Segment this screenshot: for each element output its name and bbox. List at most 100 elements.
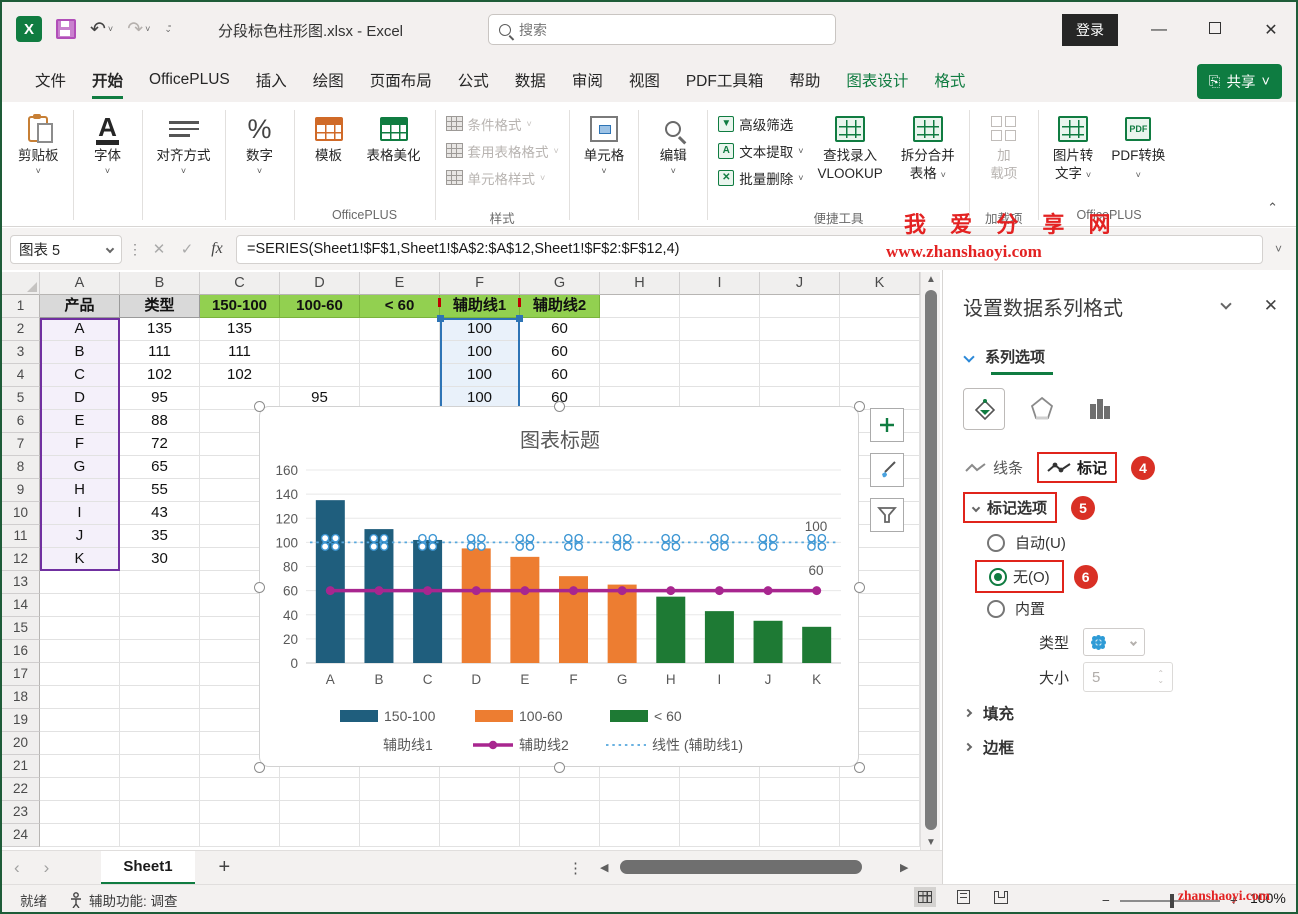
ribbon-tab-图表设计[interactable]: 图表设计: [846, 73, 909, 90]
row-header-24[interactable]: 24: [2, 824, 40, 847]
formula-input[interactable]: =SERIES(Sheet1!$F$1,Sheet1!$A$2:$A$12,Sh…: [236, 234, 1263, 264]
cell-A6[interactable]: E: [40, 410, 120, 433]
cell-A7[interactable]: F: [40, 433, 120, 456]
cell-D1[interactable]: 100-60: [280, 295, 360, 318]
row-header-17[interactable]: 17: [2, 663, 40, 686]
cell-E23[interactable]: [360, 801, 440, 824]
row-header-14[interactable]: 14: [2, 594, 40, 617]
chart[interactable]: 图表标题 0 20 40 60 80 100 120 140 160 A B C D E F G H I J K 100 6…: [259, 406, 859, 767]
cell-F3[interactable]: 100: [440, 341, 520, 364]
column-header-H[interactable]: H: [600, 272, 680, 295]
cell-C23[interactable]: [200, 801, 280, 824]
ribbon-tab-文件[interactable]: 文件: [35, 73, 67, 90]
zoom-slider[interactable]: [1119, 893, 1220, 908]
row-header-12[interactable]: 12: [2, 548, 40, 571]
cell-C2[interactable]: 135: [200, 318, 280, 341]
advanced-filter-button[interactable]: ▼ 高级筛选: [714, 110, 807, 137]
cell-F5[interactable]: 100: [440, 387, 520, 410]
chart-elements-button[interactable]: [870, 408, 904, 442]
cell-A21[interactable]: [40, 755, 120, 778]
scroll-left-icon[interactable]: ◀: [600, 862, 609, 874]
cell-D4[interactable]: [280, 364, 360, 387]
chart-legend[interactable]: 150-100 100-60 < 60 辅助线1 辅助线2 线性 (辅助线1): [340, 708, 743, 753]
cell-K19[interactable]: [840, 709, 920, 732]
ribbon-tab-页面布局[interactable]: 页面布局: [369, 73, 432, 90]
cell-A9[interactable]: H: [40, 479, 120, 502]
cell-A15[interactable]: [40, 617, 120, 640]
cell-K20[interactable]: [840, 732, 920, 755]
row-header-18[interactable]: 18: [2, 686, 40, 709]
name-box[interactable]: 图表 5: [10, 234, 122, 264]
chart-selection-handle[interactable]: [254, 582, 265, 593]
cell-B10[interactable]: 43: [120, 502, 200, 525]
cell-K4[interactable]: [840, 364, 920, 387]
marker-options-header[interactable]: 标记选项: [963, 492, 1058, 523]
cell-I24[interactable]: [680, 824, 760, 847]
row-header-5[interactable]: 5: [2, 387, 40, 410]
cell-G3[interactable]: 60: [520, 341, 600, 364]
font-button[interactable]: A 字体 ˅: [94, 111, 121, 177]
cell-E4[interactable]: [360, 364, 440, 387]
save-icon[interactable]: [56, 19, 76, 39]
cell-F22[interactable]: [440, 778, 520, 801]
cell-G1[interactable]: 辅助线2: [520, 295, 600, 318]
row-header-11[interactable]: 11: [2, 525, 40, 548]
marker-builtin-option[interactable]: 内置: [987, 598, 1045, 619]
quick-access-overflow-icon[interactable]: ⌄̄: [164, 23, 172, 34]
cell-B11[interactable]: 35: [120, 525, 200, 548]
cell-K24[interactable]: [840, 824, 920, 847]
enter-formula-icon[interactable]: ✓: [180, 241, 194, 258]
cell-H24[interactable]: [600, 824, 680, 847]
page-break-view-button[interactable]: [990, 887, 1012, 907]
share-button[interactable]: ⎘ 共享 ˅: [1196, 64, 1282, 99]
cell-styles-button[interactable]: 单元格样式 ˅: [442, 164, 563, 191]
undo-button[interactable]: ↶ ˅: [90, 18, 114, 40]
cell-B9[interactable]: 55: [120, 479, 200, 502]
cell-C1[interactable]: 150-100: [200, 295, 280, 318]
alignment-button[interactable]: 对齐方式 ˅: [149, 106, 219, 177]
cell-H2[interactable]: [600, 318, 680, 341]
minimize-button[interactable]: —: [1151, 21, 1167, 38]
row-header-8[interactable]: 8: [2, 456, 40, 479]
expand-formula-bar-icon[interactable]: ˅: [1274, 242, 1282, 256]
cell-A12[interactable]: K: [40, 548, 120, 571]
cell-B17[interactable]: [120, 663, 200, 686]
cell-F1[interactable]: 辅助线1: [440, 295, 520, 318]
cell-E2[interactable]: [360, 318, 440, 341]
cell-G2[interactable]: 60: [520, 318, 600, 341]
cell-J3[interactable]: [760, 341, 840, 364]
bar-series[interactable]: [315, 500, 832, 663]
format-as-table-button[interactable]: 套用表格格式 ˅: [442, 137, 563, 164]
cell-D3[interactable]: [280, 341, 360, 364]
cell-A8[interactable]: G: [40, 456, 120, 479]
cell-B5[interactable]: 95: [120, 387, 200, 410]
cells-button[interactable]: 单元格 ˅: [576, 106, 633, 177]
image-to-text-button[interactable]: 图片转 文字 ˅: [1045, 106, 1102, 183]
table-beautify-button[interactable]: 表格美化: [359, 106, 429, 165]
ribbon-tab-OfficePLUS[interactable]: OfficePLUS: [149, 71, 230, 88]
cell-I23[interactable]: [680, 801, 760, 824]
row-header-19[interactable]: 19: [2, 709, 40, 732]
column-header-E[interactable]: E: [360, 272, 440, 295]
cell-G4[interactable]: 60: [520, 364, 600, 387]
cell-B22[interactable]: [120, 778, 200, 801]
marker-auto-option[interactable]: 自动(U): [987, 532, 1066, 553]
vertical-scroll-thumb[interactable]: [925, 290, 937, 830]
cell-E22[interactable]: [360, 778, 440, 801]
addins-button[interactable]: 加载项: [976, 106, 1032, 183]
cell-K17[interactable]: [840, 663, 920, 686]
number-button[interactable]: % 数字 ˅: [246, 113, 273, 177]
row-header-21[interactable]: 21: [2, 755, 40, 778]
cell-A13[interactable]: [40, 571, 120, 594]
cell-I4[interactable]: [680, 364, 760, 387]
cell-I22[interactable]: [680, 778, 760, 801]
column-header-I[interactable]: I: [680, 272, 760, 295]
effects-tab[interactable]: [1021, 388, 1063, 430]
cell-C3[interactable]: 111: [200, 341, 280, 364]
cell-B1[interactable]: 类型: [120, 295, 200, 318]
cell-B7[interactable]: 72: [120, 433, 200, 456]
zoom-out-icon[interactable]: −: [1102, 893, 1110, 908]
sheet-tab-sheet1[interactable]: Sheet1: [101, 850, 195, 885]
row-header-22[interactable]: 22: [2, 778, 40, 801]
row-header-1[interactable]: 1: [2, 295, 40, 318]
